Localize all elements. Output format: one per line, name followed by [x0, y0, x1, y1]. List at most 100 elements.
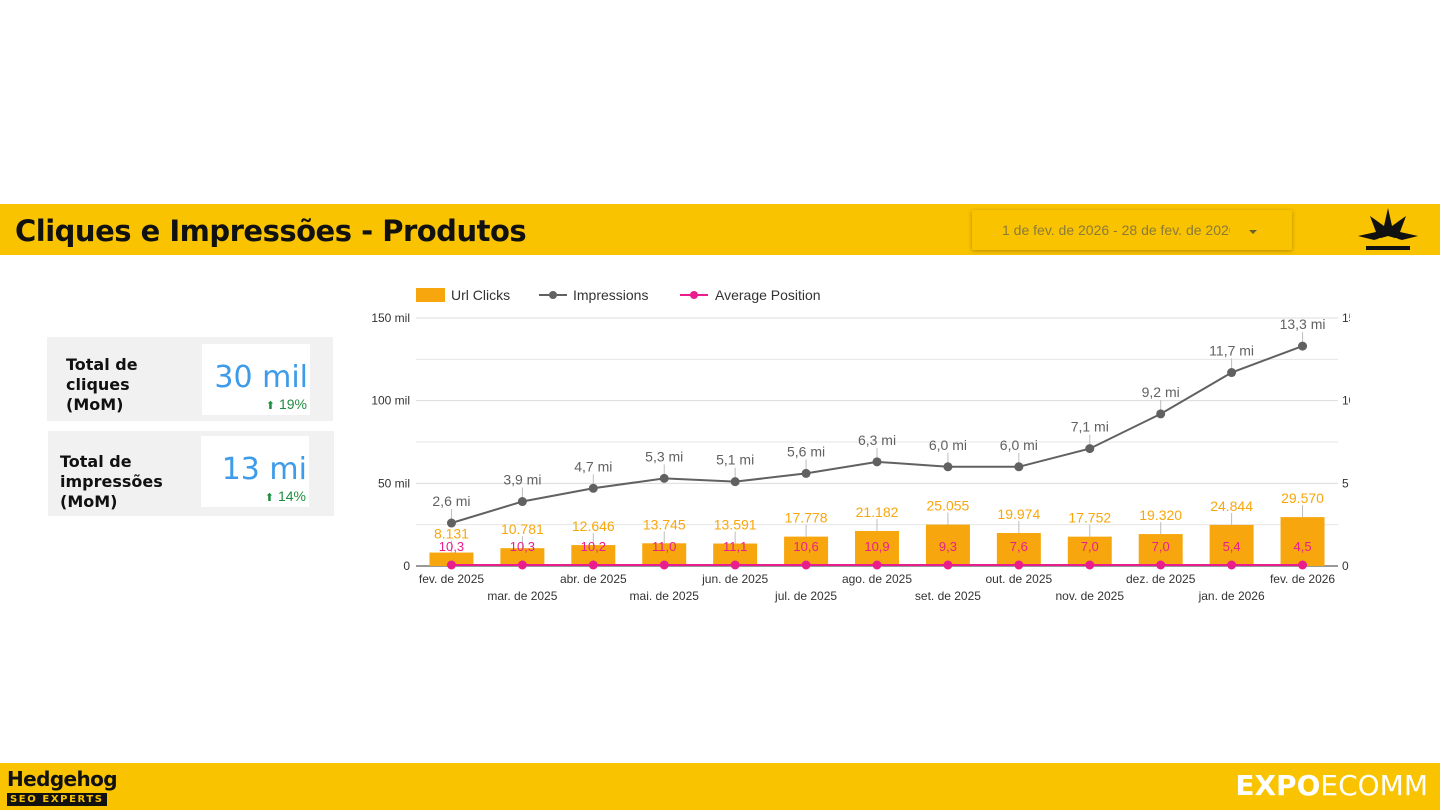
bar-url-clicks — [500, 548, 545, 566]
y-left-tick-label: 0 — [403, 559, 410, 573]
kpi-value-box: 30 mil ⬆ 19% — [202, 344, 310, 415]
bar-url-clicks — [713, 543, 758, 566]
point-average-position — [588, 560, 598, 570]
kpi-card-clicks: Total de cliques (MoM) 30 mil ⬆ 19% — [47, 337, 333, 421]
data-label-url-clicks: 17.778 — [785, 510, 828, 526]
kpi-card-impressions: Total de impressões (MoM) 13 mi ⬆ 14% — [48, 431, 334, 516]
data-label-impressions: 5,3 mi — [645, 448, 683, 464]
y-right-tick-label: 10 mi — [1342, 394, 1350, 408]
bar-url-clicks — [925, 524, 970, 566]
partner-logo-part: ECOMM — [1320, 769, 1428, 802]
kpi-label-line: (MoM) — [66, 395, 124, 414]
x-tick-label: jul. de 2025 — [774, 589, 837, 603]
data-label-url-clicks: 29.570 — [1281, 490, 1324, 506]
point-average-position — [801, 560, 811, 570]
data-label-url-clicks: 13.745 — [643, 516, 686, 532]
y-left-tick-label: 100 mil — [371, 394, 410, 408]
partner-logo-part: EXPO — [1235, 769, 1321, 802]
kpi-label-line: Total de — [60, 452, 132, 471]
data-label-average-position: 10,6 — [793, 539, 818, 554]
point-impressions — [1014, 462, 1024, 472]
data-label-impressions: 4,7 mi — [574, 458, 612, 474]
kpi-label-line: (MoM) — [60, 492, 118, 511]
data-label-impressions: 2,6 mi — [432, 493, 470, 509]
data-label-url-clicks: 8.131 — [434, 526, 469, 542]
data-label-impressions: 3,9 mi — [503, 472, 541, 488]
bar-url-clicks — [571, 545, 616, 566]
point-impressions — [588, 483, 598, 493]
data-label-average-position: 7,0 — [1152, 539, 1170, 554]
point-average-position — [659, 560, 669, 570]
kpi-delta-value: 19% — [278, 396, 307, 412]
data-label-impressions: 9,2 mi — [1142, 384, 1180, 400]
point-impressions — [730, 477, 740, 487]
y-right-tick-label: 0 — [1342, 559, 1349, 573]
legend-label: Impressions — [573, 287, 648, 303]
x-tick-label: mar. de 2025 — [487, 589, 557, 603]
data-label-url-clicks: 25.055 — [927, 498, 970, 514]
arrow-up-icon: ⬆ — [265, 400, 275, 412]
point-impressions — [1227, 368, 1237, 378]
data-label-url-clicks: 17.752 — [1068, 510, 1111, 526]
page-title: Cliques e Impressões - Produtos — [15, 214, 527, 248]
footer-bar: Hedgehog SEO EXPERTS EXPOECOMM — [0, 763, 1440, 810]
y-right-tick-label: 15 mi — [1342, 311, 1350, 325]
point-average-position — [943, 560, 953, 570]
legend-marker-average-position — [690, 291, 698, 299]
data-label-average-position: 5,4 — [1223, 539, 1241, 554]
expoecomm-logo: EXPOECOMM — [1235, 769, 1428, 802]
brand-name: Hedgehog — [7, 767, 118, 791]
bar-url-clicks — [1280, 517, 1325, 566]
point-average-position — [1156, 560, 1166, 570]
data-label-impressions: 6,3 mi — [858, 432, 896, 448]
data-label-url-clicks: 19.320 — [1139, 507, 1182, 523]
y-right-tick-label: 5 mi — [1342, 476, 1350, 490]
data-label-url-clicks: 19.974 — [997, 506, 1040, 522]
bar-url-clicks — [996, 532, 1041, 566]
combo-chart: 0 50 mil 100 mil 150 mil 0 5 mi 10 mi 15 mi 8.13… — [371, 287, 1350, 603]
data-label-average-position: 11,0 — [652, 539, 676, 554]
point-impressions — [659, 473, 669, 483]
x-tick-label: ago. de 2025 — [842, 572, 912, 586]
data-label-url-clicks: 13.591 — [714, 517, 757, 533]
y-left-tick-label: 150 mil — [371, 311, 410, 325]
kpi-label-line: Total de — [66, 355, 138, 374]
kpi-value-impressions: 13 mi — [221, 452, 307, 487]
kpi-label-impressions: Total de impressões (MoM) — [60, 452, 163, 512]
legend-swatch-url-clicks — [416, 288, 445, 302]
x-tick-label: fev. de 2026 — [1270, 572, 1335, 586]
hedgehog-logo: Hedgehog SEO EXPERTS — [7, 769, 125, 807]
data-label-url-clicks: 10.781 — [501, 521, 544, 537]
x-tick-label: jan. de 2026 — [1198, 589, 1265, 603]
data-label-average-position: 10,3 — [510, 539, 535, 554]
data-label-impressions: 5,1 mi — [716, 452, 754, 468]
legend-label: Average Position — [715, 287, 821, 303]
data-label-impressions: 6,0 mi — [1000, 437, 1038, 453]
data-label-average-position: 11,1 — [723, 539, 747, 554]
data-label-average-position: 10,3 — [439, 539, 464, 554]
date-range-picker[interactable]: 1 de fev. de 2026 - 28 de fev. de 2026 — [972, 210, 1292, 250]
x-tick-label: mai. de 2025 — [630, 589, 700, 603]
point-impressions — [801, 468, 811, 478]
kpi-value-box: 13 mi ⬆ 14% — [201, 436, 309, 507]
point-impressions — [1156, 409, 1166, 419]
data-label-average-position: 7,0 — [1081, 539, 1099, 554]
data-label-average-position: 4,5 — [1293, 539, 1311, 554]
kpi-label-line: cliques — [66, 375, 130, 394]
x-tick-label: jun. de 2025 — [701, 572, 768, 586]
point-impressions — [1298, 341, 1308, 351]
point-average-position — [730, 560, 740, 570]
x-tick-label: dez. de 2025 — [1126, 572, 1196, 586]
point-average-position — [1298, 560, 1308, 570]
point-impressions — [446, 518, 456, 528]
x-tick-label: fev. de 2025 — [419, 572, 484, 586]
kpi-label-line: impressões — [60, 472, 163, 491]
bar-url-clicks — [429, 552, 474, 566]
bar-url-clicks — [642, 543, 687, 566]
data-label-average-position: 10,2 — [581, 539, 606, 554]
kpi-delta-clicks: ⬆ 19% — [266, 396, 307, 412]
caret-down-icon — [1249, 230, 1257, 234]
legend-label: Url Clicks — [451, 287, 510, 303]
point-average-position — [1014, 560, 1024, 570]
legend-marker-impressions — [549, 291, 557, 299]
